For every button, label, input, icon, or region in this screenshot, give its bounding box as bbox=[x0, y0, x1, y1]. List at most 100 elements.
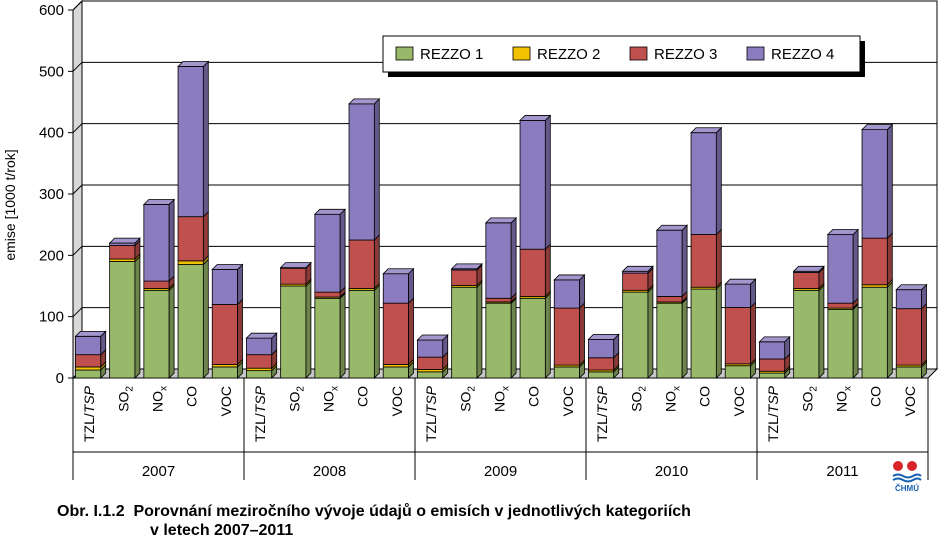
x-category-label: NOx bbox=[834, 386, 854, 412]
bar-segment-side bbox=[681, 297, 688, 379]
bar-segment-rezzo-4 bbox=[724, 283, 751, 308]
bar-segment-rezzo-1 bbox=[246, 370, 273, 379]
bar-segment-rezzo-4 bbox=[75, 335, 102, 356]
bar-top bbox=[382, 268, 415, 275]
bar-segment-side bbox=[647, 286, 654, 379]
bar-segment-side bbox=[681, 224, 688, 298]
bar-2009-3 bbox=[519, 114, 552, 379]
bar-top bbox=[348, 98, 381, 105]
bar-segment-rezzo-1 bbox=[588, 371, 615, 379]
bar-segment-side bbox=[818, 284, 825, 379]
y-tick-labels: 0 100 200 300 400 500 600 bbox=[39, 2, 64, 387]
x-category-label: SO2 bbox=[457, 386, 477, 412]
bar-2008-0 bbox=[245, 332, 278, 379]
bar-segment-rezzo-4 bbox=[417, 339, 444, 358]
bar-2011-2 bbox=[826, 228, 860, 379]
bar-2007-3 bbox=[177, 60, 210, 379]
logo-text: ČHMÚ bbox=[895, 484, 919, 493]
bar-segment-rezzo-1 bbox=[553, 366, 580, 379]
bar-segment-rezzo-3 bbox=[417, 356, 444, 370]
legend-swatch bbox=[512, 46, 531, 61]
x-category-label: SO2 bbox=[286, 386, 306, 412]
bar-top bbox=[690, 127, 723, 134]
bar-top bbox=[861, 124, 894, 131]
y-tick-label: 500 bbox=[39, 63, 64, 80]
bar-segment-side bbox=[579, 273, 585, 310]
year-label: 2008 bbox=[313, 463, 346, 480]
bar-segment-side bbox=[339, 292, 346, 379]
bar-segment-rezzo-4 bbox=[314, 213, 341, 293]
bar-segment-rezzo-4 bbox=[211, 269, 238, 305]
x-category-labels: TZL/TSP SO2 NOx CO VOC 2007 TZL/TSP SO2 NOx CO VOC… bbox=[81, 385, 918, 480]
logo-wave bbox=[892, 477, 922, 483]
bar-segment-rezzo-4 bbox=[895, 289, 922, 310]
x-category-label: CO bbox=[355, 386, 371, 407]
bar-segment-rezzo-4 bbox=[827, 234, 854, 304]
bar-segment-rezzo-2 bbox=[75, 366, 102, 371]
grid-line bbox=[72, 0, 83, 11]
bar-segment-side bbox=[852, 303, 859, 379]
bar-segment-side bbox=[202, 258, 209, 379]
bar-top bbox=[484, 217, 518, 224]
bar-segment-rezzo-4 bbox=[519, 120, 546, 250]
bar-segment-rezzo-3 bbox=[75, 354, 102, 368]
year-label: 2009 bbox=[484, 463, 517, 480]
bar-segment-rezzo-1 bbox=[314, 297, 341, 379]
bar-segment-rezzo-1 bbox=[519, 297, 546, 379]
x-category-label: SO2 bbox=[628, 386, 648, 412]
bar-segment-rezzo-4 bbox=[143, 204, 170, 282]
bar-top bbox=[621, 265, 654, 272]
bar-2007-0 bbox=[74, 330, 107, 379]
legend-label: REZZO 1 bbox=[420, 46, 483, 63]
bar-top bbox=[519, 115, 552, 121]
chmu-logo: ČHMÚ bbox=[892, 461, 922, 493]
x-category-label: NOx bbox=[150, 386, 170, 412]
bar-segment-side bbox=[750, 301, 756, 365]
bar-segment-rezzo-3 bbox=[211, 303, 238, 365]
bar-segment-rezzo-3 bbox=[622, 272, 649, 291]
bar-segment-rezzo-1 bbox=[724, 365, 751, 379]
bar-top bbox=[724, 278, 757, 285]
bar-segment-rezzo-1 bbox=[827, 308, 854, 379]
bar-2010-2 bbox=[655, 224, 689, 379]
bar-segment-rezzo-1 bbox=[656, 302, 683, 379]
bar-2010-1 bbox=[621, 265, 654, 379]
legend: REZZO 1 REZZO 2 REZZO 3 REZZO 4 bbox=[382, 35, 865, 77]
bar-segment-side bbox=[715, 228, 722, 289]
bar-segment-rezzo-3 bbox=[246, 354, 273, 369]
bar-segment-rezzo-4 bbox=[177, 66, 204, 218]
x-category-label: NOx bbox=[492, 386, 512, 412]
bar-segment-rezzo-4 bbox=[588, 338, 615, 359]
bar-top bbox=[587, 334, 620, 340]
bar-segment-side bbox=[544, 243, 551, 298]
bar-segment-side bbox=[373, 234, 380, 290]
bar-top bbox=[655, 224, 689, 231]
bar-2010-4 bbox=[724, 278, 757, 379]
bar-top bbox=[895, 284, 928, 291]
logo-dot-right bbox=[907, 461, 917, 471]
bar-segment-side bbox=[202, 210, 209, 262]
grid-line bbox=[72, 307, 83, 318]
bar-segment-rezzo-4 bbox=[861, 129, 888, 239]
bar-2008-1 bbox=[279, 261, 312, 379]
y-tick-label: 100 bbox=[39, 309, 64, 326]
bar-segment-side bbox=[579, 302, 585, 367]
bar-top bbox=[142, 199, 176, 205]
bar-2007-1 bbox=[108, 237, 141, 379]
x-category-label: CO bbox=[868, 386, 884, 407]
bar-segment-side bbox=[715, 126, 722, 236]
bar-segment-rezzo-1 bbox=[382, 366, 409, 379]
bar-segment-side bbox=[921, 302, 927, 367]
bar-segment-side bbox=[510, 216, 517, 300]
bar-segment-rezzo-1 bbox=[485, 302, 512, 379]
bar-segment-rezzo-2 bbox=[177, 260, 204, 265]
bar-segment-side bbox=[168, 284, 175, 379]
y-axis-label: emise [1000 t/rok] bbox=[2, 149, 18, 260]
x-category-label: SO2 bbox=[115, 386, 135, 412]
bar-top bbox=[211, 264, 244, 270]
bar-top bbox=[313, 208, 347, 215]
legend-box bbox=[382, 35, 861, 73]
bar-segment-rezzo-4 bbox=[485, 222, 512, 299]
bar-segment-side bbox=[237, 298, 243, 366]
bar-segment-rezzo-4 bbox=[656, 229, 683, 297]
